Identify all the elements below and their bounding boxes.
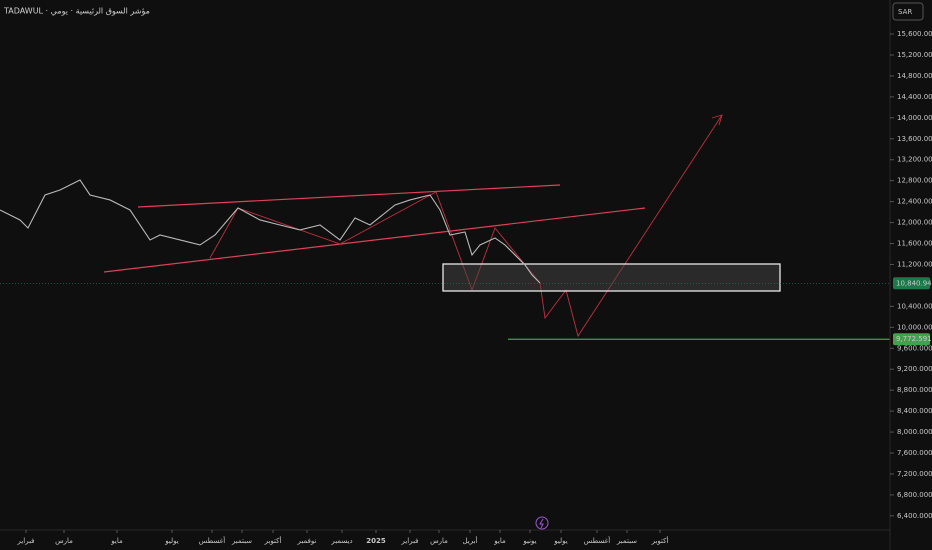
event-icon[interactable]: [535, 516, 549, 530]
y-tick-label: 6,400.000: [897, 512, 932, 520]
y-tick-label: 14,800.000: [897, 72, 932, 80]
channel-bottom: [103, 207, 646, 273]
x-tick-label: فبراير: [16, 537, 34, 545]
x-tick-label: مارس: [430, 537, 448, 545]
y-tick-label: 9,200.000: [897, 365, 932, 373]
x-tick-label: سبتمبر: [616, 537, 637, 545]
x-tick-label: نوفمبر: [297, 537, 317, 545]
y-tick-label: 9,600.000: [897, 344, 932, 352]
last-price-label: 10,840.940: [896, 279, 932, 287]
y-tick-label: 13,600.000: [897, 135, 932, 143]
y-tick-label: 12,800.000: [897, 177, 932, 185]
y-tick-label: 15,200.000: [897, 51, 932, 59]
x-tick-label: أبريل: [462, 536, 477, 545]
x-tick-label: مايو: [110, 537, 123, 545]
currency: SAR: [898, 8, 912, 16]
y-tick-label: 8,000.000: [897, 428, 932, 436]
last-price-tag: [893, 277, 930, 290]
x-tick-label: مايو: [493, 537, 506, 545]
forecast-path: [209, 114, 723, 338]
x-tick-label: أكتوبر: [651, 536, 669, 545]
x-tick-label: ديسمبر: [330, 537, 352, 545]
target-label: 9,772.591: [896, 335, 932, 343]
y-tick-label: 14,000.000: [897, 114, 932, 122]
drawings: [103, 114, 890, 340]
y-tick-label: 13,200.000: [897, 156, 932, 164]
y-tick-label: 10,400.000: [897, 302, 932, 310]
channel-top: [137, 184, 561, 208]
y-tick-label: 8,400.000: [897, 407, 932, 415]
chart-title: TADAWUL · مؤشر السوق الرئيسية · يومي: [3, 7, 150, 16]
event-bolt: [539, 518, 544, 529]
x-tick-label: يوليو: [164, 537, 178, 545]
x-tick-label: يوليو: [553, 537, 567, 545]
y-tick-label: 15,600.000: [897, 30, 932, 38]
x-tick-label: مارس: [55, 537, 73, 545]
y-tick-label: 14,400.000: [897, 93, 932, 101]
y-tick-label: 7,600.000: [897, 449, 932, 457]
price-line: [0, 179, 541, 284]
x-tick-label: أغسطس: [584, 536, 611, 545]
y-tick-label: 11,200.000: [897, 260, 932, 268]
x-tick-label: فبراير: [400, 537, 418, 545]
x-tick-label: سبتمبر: [231, 537, 252, 545]
y-tick-label: 10,000.000: [897, 323, 932, 331]
target-tag: [893, 333, 930, 346]
arrow-head: [711, 114, 723, 126]
y-tick-label: 6,800.000: [897, 491, 932, 499]
x-tick-label: 2025: [366, 537, 386, 545]
y-tick-label: 12,000.000: [897, 219, 932, 227]
x-tick-label: أغسطس: [199, 536, 226, 545]
zone-box: [442, 263, 781, 292]
y-tick-label: 8,800.000: [897, 386, 932, 394]
y-tick-label: 11,600.000: [897, 240, 932, 248]
y-tick-label: 12,400.000: [897, 198, 932, 206]
y-tick-label: 7,200.000: [897, 470, 932, 478]
x-tick-label: أكتوبر: [264, 536, 282, 545]
currency-button[interactable]: [892, 2, 924, 21]
x-tick-label: يونيو: [522, 537, 536, 545]
